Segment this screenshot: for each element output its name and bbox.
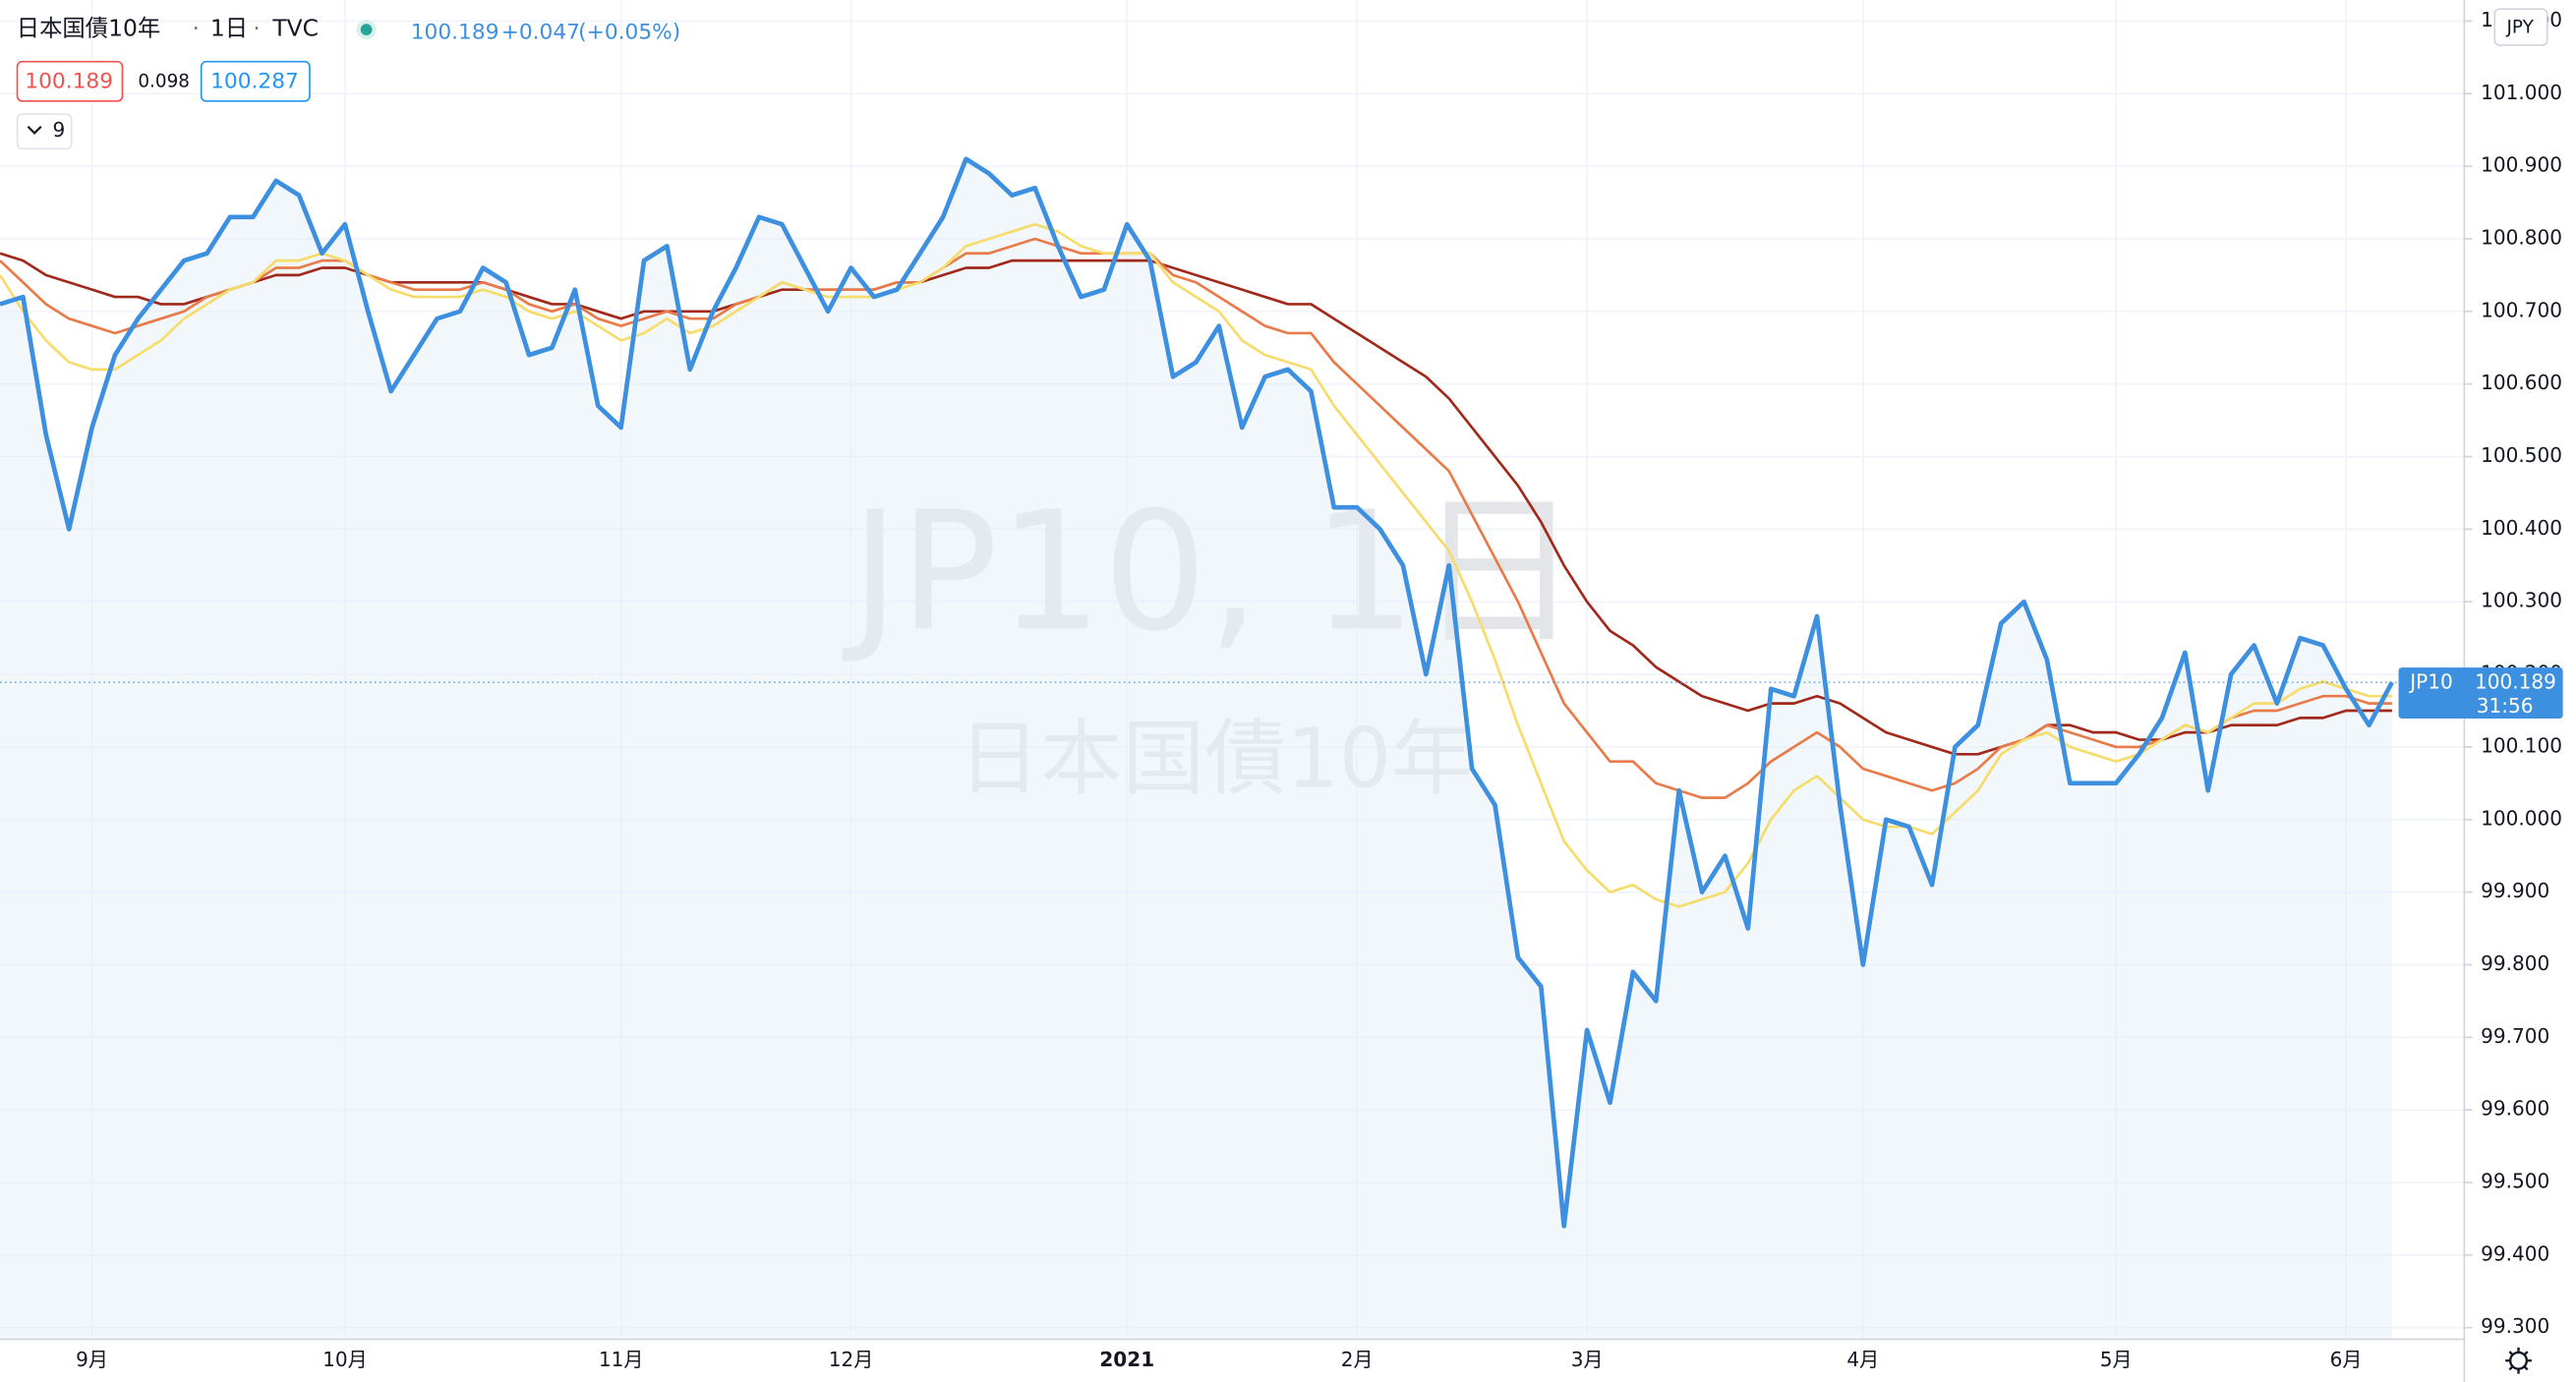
settings-button[interactable] bbox=[2505, 1347, 2532, 1374]
x-tick-label: 11月 bbox=[599, 1348, 644, 1371]
line bbox=[0, 252, 2392, 756]
x-tick-label: 2月 bbox=[1341, 1348, 1374, 1371]
y-tick-label: 100.700 bbox=[2481, 298, 2562, 321]
sell-box[interactable] bbox=[16, 60, 124, 102]
separator: · bbox=[253, 15, 260, 42]
y-tick-label: 99.900 bbox=[2481, 879, 2549, 902]
currency[interactable]: JPY bbox=[2506, 17, 2535, 37]
y-tick-label: 100.000 bbox=[2481, 806, 2562, 830]
ask[interactable]: 100.287 bbox=[210, 70, 299, 94]
last-price: 100.189 bbox=[411, 20, 499, 44]
line bbox=[0, 156, 2394, 1229]
x-tick-label: 10月 bbox=[322, 1348, 368, 1371]
price-label-symbol: JP10 bbox=[2408, 670, 2453, 694]
symbol: 日本国債10年 bbox=[17, 15, 161, 42]
y-tick-label: 100.400 bbox=[2481, 516, 2562, 540]
y-tick-label: 101.000 bbox=[2481, 81, 2562, 104]
source: TVC bbox=[271, 15, 319, 42]
y-tick-label: 99.600 bbox=[2481, 1097, 2549, 1121]
x-tick-label: 12月 bbox=[829, 1348, 874, 1371]
gear-teeth[interactable] bbox=[2505, 1347, 2532, 1374]
x-tick-label: 6月 bbox=[2330, 1348, 2363, 1371]
y-tick-label: 100.100 bbox=[2481, 733, 2562, 757]
y-tick-label: 99.400 bbox=[2481, 1241, 2549, 1265]
price-label-value: 100.189 bbox=[2475, 670, 2556, 694]
status-dot bbox=[360, 24, 373, 35]
price-label-box bbox=[2398, 667, 2563, 719]
change-percent: (+0.05%) bbox=[578, 20, 680, 44]
x-tick-label: 5月 bbox=[2100, 1348, 2133, 1371]
area bbox=[0, 158, 2392, 1340]
x-tick-label: 9月 bbox=[76, 1348, 108, 1371]
interval: 1日 bbox=[210, 15, 248, 42]
line bbox=[0, 237, 2392, 799]
y-tick-label: 100.300 bbox=[2481, 589, 2562, 612]
y-tick-label: 99.800 bbox=[2481, 951, 2549, 975]
separator: · bbox=[192, 15, 199, 42]
y-tick-label: 100.500 bbox=[2481, 443, 2562, 467]
buy-box[interactable] bbox=[200, 60, 311, 102]
x-tick-label: 3月 bbox=[1571, 1348, 1604, 1371]
spread: 0.098 bbox=[138, 72, 190, 92]
line bbox=[0, 222, 2392, 908]
y-tick-label: 99.700 bbox=[2481, 1024, 2549, 1048]
plot bbox=[0, 156, 2394, 1340]
y-tick-label: 100.600 bbox=[2481, 371, 2562, 394]
x-tick-label: 4月 bbox=[1846, 1348, 1879, 1371]
indicator-toggle[interactable] bbox=[16, 113, 73, 150]
y-tick-label: 100.900 bbox=[2481, 153, 2562, 177]
y-tick-label: 100.800 bbox=[2481, 225, 2562, 249]
y-tick-label: 99.300 bbox=[2481, 1314, 2549, 1338]
y-tick-label: 99.500 bbox=[2481, 1170, 2549, 1193]
chevron-icon bbox=[27, 125, 42, 135]
countdown: 31:56 bbox=[2477, 694, 2534, 718]
currency-button[interactable] bbox=[2493, 8, 2548, 46]
bid[interactable]: 100.189 bbox=[25, 70, 113, 94]
indicator-count: 9 bbox=[52, 118, 65, 142]
x-tick-label: 2021 bbox=[1099, 1348, 1154, 1371]
change: +0.047 bbox=[501, 20, 580, 44]
